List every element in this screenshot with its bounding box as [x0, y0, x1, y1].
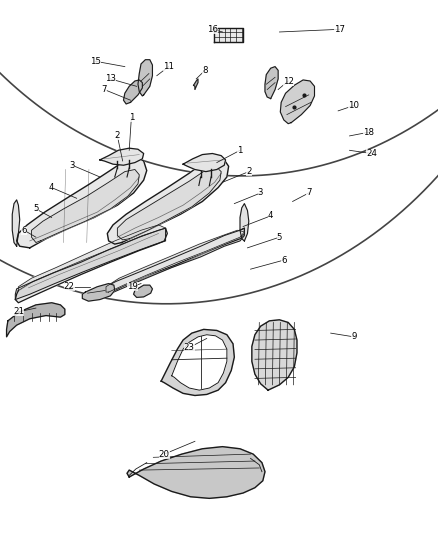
Polygon shape — [134, 285, 152, 297]
Text: 6: 6 — [281, 256, 286, 264]
Text: 18: 18 — [363, 128, 374, 136]
Text: 7: 7 — [306, 189, 311, 197]
Polygon shape — [127, 447, 265, 498]
Text: 5: 5 — [33, 205, 39, 213]
Polygon shape — [117, 166, 221, 240]
Polygon shape — [102, 228, 244, 297]
Polygon shape — [240, 204, 249, 241]
Text: 20: 20 — [159, 450, 170, 458]
Text: 1: 1 — [129, 113, 134, 122]
Polygon shape — [18, 225, 166, 290]
Text: 15: 15 — [90, 57, 101, 66]
Text: 10: 10 — [348, 101, 360, 110]
Text: 8: 8 — [202, 66, 208, 75]
Text: 6: 6 — [21, 226, 27, 235]
Polygon shape — [183, 154, 226, 172]
Polygon shape — [17, 157, 147, 248]
Polygon shape — [32, 169, 139, 243]
Polygon shape — [12, 200, 20, 246]
Text: 4: 4 — [49, 183, 54, 192]
Text: 12: 12 — [283, 77, 294, 85]
Text: 1: 1 — [237, 146, 243, 155]
Polygon shape — [15, 228, 167, 303]
Polygon shape — [265, 67, 278, 99]
Text: 19: 19 — [127, 282, 138, 291]
Text: 5: 5 — [277, 233, 282, 241]
Text: 23: 23 — [184, 343, 195, 352]
Polygon shape — [194, 79, 198, 90]
Polygon shape — [214, 28, 243, 42]
Polygon shape — [280, 80, 314, 124]
Polygon shape — [15, 228, 166, 300]
Polygon shape — [172, 335, 227, 390]
Polygon shape — [124, 80, 142, 104]
Polygon shape — [138, 60, 152, 96]
Text: 11: 11 — [163, 62, 174, 71]
Polygon shape — [106, 230, 244, 292]
Text: 2: 2 — [115, 132, 120, 140]
Polygon shape — [7, 303, 65, 337]
Text: 3: 3 — [70, 161, 75, 169]
Polygon shape — [252, 320, 297, 390]
Text: 7: 7 — [102, 85, 107, 94]
Text: 21: 21 — [13, 308, 24, 316]
Polygon shape — [161, 329, 234, 395]
Text: 4: 4 — [268, 212, 273, 220]
Polygon shape — [107, 157, 229, 244]
Text: 13: 13 — [105, 75, 116, 83]
Polygon shape — [100, 148, 144, 165]
Text: 16: 16 — [207, 25, 218, 34]
Text: 24: 24 — [366, 149, 377, 158]
Text: 17: 17 — [334, 25, 345, 34]
Text: 22: 22 — [64, 282, 75, 291]
Text: 2: 2 — [246, 167, 251, 176]
Text: 9: 9 — [351, 333, 357, 341]
Polygon shape — [82, 284, 115, 301]
Text: 3: 3 — [258, 189, 263, 197]
Polygon shape — [100, 228, 244, 297]
